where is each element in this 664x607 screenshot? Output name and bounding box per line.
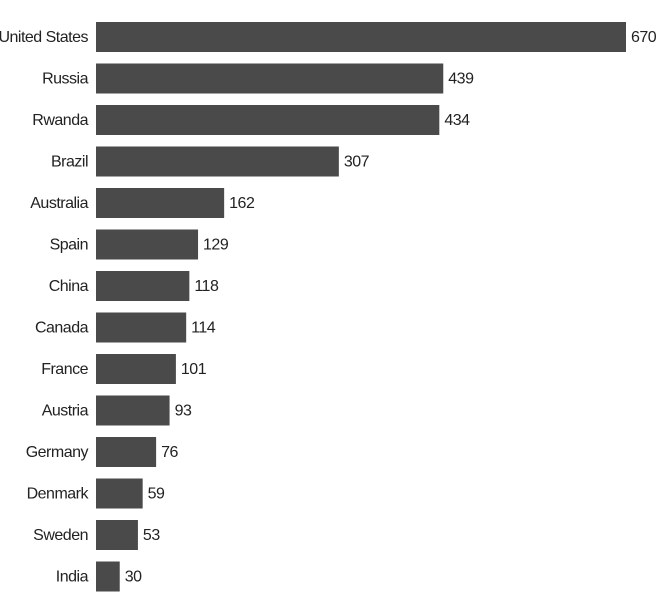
bar — [96, 437, 157, 467]
category-label: Spain — [50, 237, 88, 254]
category-label: Denmark — [27, 486, 90, 503]
value-label: 162 — [229, 195, 255, 212]
bar — [96, 354, 176, 384]
value-label: 53 — [143, 527, 160, 544]
bar — [96, 561, 120, 592]
value-label: 114 — [191, 320, 216, 337]
bar — [96, 105, 440, 135]
value-label: 129 — [203, 237, 229, 254]
bar — [96, 520, 138, 550]
value-label: 670 — [631, 29, 657, 46]
bar — [96, 146, 339, 177]
category-label: Canada — [35, 320, 89, 337]
value-label: 30 — [125, 569, 142, 586]
bar — [96, 63, 444, 94]
bar — [96, 395, 170, 426]
value-label: 93 — [175, 403, 192, 420]
value-label: 434 — [444, 112, 470, 129]
category-label: Austria — [42, 403, 89, 420]
category-label: Australia — [30, 195, 88, 212]
bar — [96, 478, 143, 509]
category-label: Rwanda — [32, 112, 88, 129]
bar — [96, 271, 190, 301]
category-label: Russia — [42, 71, 89, 88]
value-label: 439 — [448, 71, 474, 88]
value-label: 118 — [194, 278, 219, 295]
bar — [96, 312, 187, 343]
value-label: 59 — [148, 486, 165, 503]
category-label: China — [49, 278, 89, 295]
category-label: Brazil — [51, 154, 88, 171]
value-label: 76 — [161, 444, 178, 461]
value-label: 101 — [181, 361, 207, 378]
bar — [96, 188, 225, 218]
value-label: 307 — [344, 154, 370, 171]
bar — [96, 22, 626, 52]
bar — [96, 229, 199, 260]
category-label: France — [41, 361, 88, 378]
category-label: Germany — [26, 444, 89, 461]
category-label: India — [56, 569, 89, 586]
category-label: Sweden — [33, 527, 88, 544]
category-label: United States — [0, 29, 88, 46]
